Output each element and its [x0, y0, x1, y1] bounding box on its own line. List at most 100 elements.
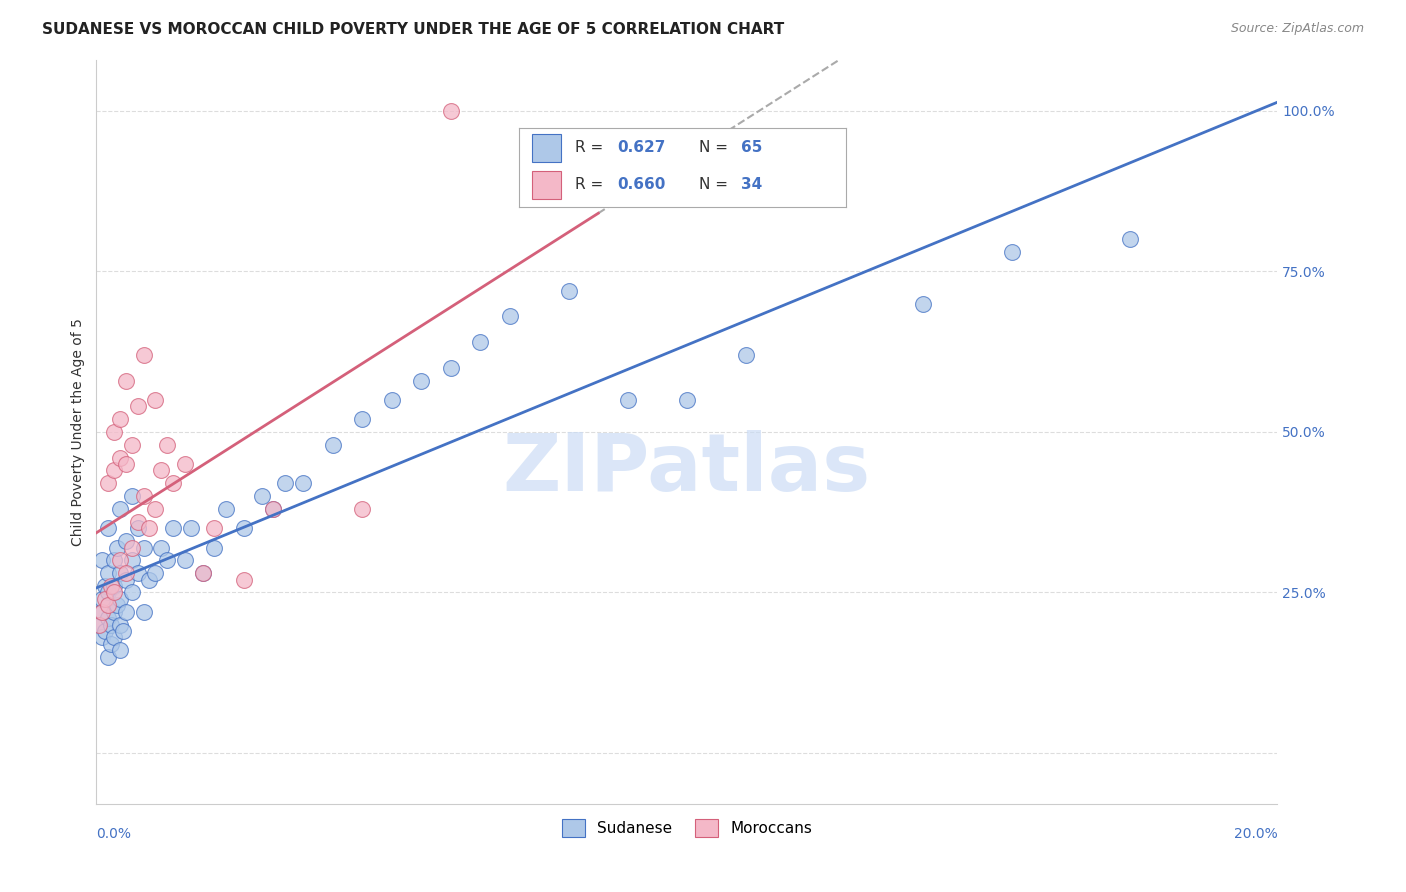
Point — [162, 476, 184, 491]
Point — [97, 611, 120, 625]
Point — [145, 502, 167, 516]
Point — [440, 103, 463, 118]
Point — [103, 425, 125, 439]
Point — [108, 553, 131, 567]
Point — [470, 334, 492, 349]
Point — [263, 502, 285, 516]
Point — [105, 541, 128, 555]
Point — [108, 450, 131, 465]
Point — [557, 284, 579, 298]
Text: ZIPatlas: ZIPatlas — [503, 430, 870, 508]
Point — [91, 605, 114, 619]
Text: 0.627: 0.627 — [617, 140, 665, 155]
Point — [108, 566, 131, 581]
Legend: Sudanese, Moroccans: Sudanese, Moroccans — [554, 811, 820, 845]
Point — [274, 476, 297, 491]
Point — [204, 541, 226, 555]
Point — [292, 476, 315, 491]
Point — [108, 591, 131, 606]
Text: N =: N = — [699, 178, 733, 193]
FancyBboxPatch shape — [531, 134, 561, 161]
Point — [250, 489, 273, 503]
Point — [103, 585, 125, 599]
Point — [132, 541, 155, 555]
Text: 0.0%: 0.0% — [97, 827, 131, 840]
Point — [127, 515, 149, 529]
Text: Source: ZipAtlas.com: Source: ZipAtlas.com — [1230, 22, 1364, 36]
Point — [498, 310, 520, 324]
Text: N =: N = — [699, 140, 733, 155]
Point — [138, 573, 160, 587]
Point — [97, 599, 120, 613]
Point — [97, 566, 120, 581]
Point — [121, 438, 143, 452]
Point — [121, 553, 143, 567]
Point — [97, 476, 120, 491]
Point — [675, 392, 697, 407]
Point — [127, 566, 149, 581]
Point — [156, 438, 179, 452]
Point — [91, 631, 114, 645]
Point — [138, 521, 160, 535]
Point — [91, 591, 114, 606]
Point — [734, 348, 756, 362]
Point — [108, 643, 131, 657]
Point — [97, 521, 120, 535]
Point — [150, 463, 173, 477]
Point — [233, 573, 256, 587]
Point — [103, 553, 125, 567]
Point — [233, 521, 256, 535]
Point — [191, 566, 214, 581]
Point — [911, 296, 934, 310]
Point — [132, 605, 155, 619]
Point — [100, 579, 122, 593]
Point — [1118, 232, 1140, 246]
Point — [111, 624, 134, 638]
Point — [411, 374, 433, 388]
Point — [97, 585, 120, 599]
Point — [145, 566, 167, 581]
Text: R =: R = — [575, 140, 607, 155]
Point — [150, 541, 173, 555]
Point — [322, 438, 344, 452]
Text: 0.660: 0.660 — [617, 178, 665, 193]
Point — [381, 392, 404, 407]
Point — [1000, 245, 1022, 260]
Point — [94, 579, 117, 593]
Point — [145, 392, 167, 407]
Text: 20.0%: 20.0% — [1233, 827, 1277, 840]
Point — [108, 412, 131, 426]
Point — [215, 502, 238, 516]
Point — [103, 631, 125, 645]
Point — [132, 489, 155, 503]
Point — [352, 502, 374, 516]
Point — [115, 605, 138, 619]
Point — [90, 605, 112, 619]
Point — [89, 617, 111, 632]
Point — [174, 457, 197, 471]
Point — [263, 502, 285, 516]
Point — [440, 360, 463, 375]
Point — [108, 617, 131, 632]
Point — [162, 521, 184, 535]
Point — [115, 457, 138, 471]
Text: SUDANESE VS MOROCCAN CHILD POVERTY UNDER THE AGE OF 5 CORRELATION CHART: SUDANESE VS MOROCCAN CHILD POVERTY UNDER… — [42, 22, 785, 37]
Point — [127, 399, 149, 413]
Point — [127, 521, 149, 535]
Point — [103, 579, 125, 593]
Point — [100, 637, 122, 651]
Point — [108, 502, 131, 516]
Text: 65: 65 — [741, 140, 762, 155]
Point — [115, 573, 138, 587]
Point — [180, 521, 202, 535]
Y-axis label: Child Poverty Under the Age of 5: Child Poverty Under the Age of 5 — [72, 318, 86, 546]
Point — [121, 541, 143, 555]
Point — [103, 463, 125, 477]
Point — [174, 553, 197, 567]
Point — [616, 392, 638, 407]
Point — [115, 374, 138, 388]
Point — [94, 624, 117, 638]
Point — [89, 617, 111, 632]
Point — [204, 521, 226, 535]
Point — [121, 489, 143, 503]
